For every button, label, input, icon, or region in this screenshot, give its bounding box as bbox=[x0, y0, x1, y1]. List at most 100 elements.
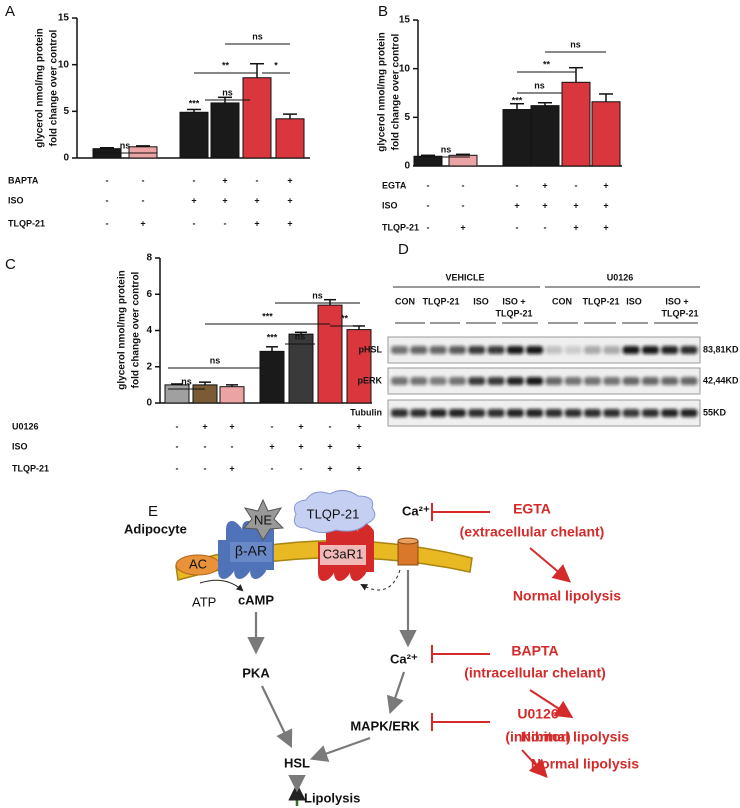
calcium-label: Ca²⁺ bbox=[402, 503, 430, 518]
inhibitor-note: (inhibitor) bbox=[505, 729, 570, 745]
y-axis-label: fold change over control bbox=[131, 271, 142, 388]
significance-label: ** bbox=[341, 313, 349, 323]
significance-label: ns bbox=[570, 39, 581, 49]
condition-label: EGTA bbox=[382, 180, 407, 190]
calcium-channel bbox=[397, 540, 419, 566]
condition-sign: - bbox=[516, 222, 519, 232]
tlqp21-label: TLQP-21 bbox=[307, 506, 360, 521]
blot-band bbox=[468, 346, 486, 354]
y-tick-label: 10 bbox=[58, 59, 70, 70]
condition-sign: - bbox=[544, 222, 547, 232]
atp-arrow bbox=[199, 579, 244, 592]
blot-band bbox=[391, 346, 408, 354]
inhibitor-name: U0126 bbox=[517, 706, 558, 722]
inhibitor-outcome: Normal lipolysis bbox=[531, 756, 639, 772]
condition-sign: + bbox=[191, 195, 196, 205]
inhibitor-note: (intracellular chelant) bbox=[464, 665, 606, 681]
condition-sign: + bbox=[327, 463, 332, 473]
condition-sign: + bbox=[298, 421, 303, 431]
significance-label: ns bbox=[534, 80, 545, 90]
blot-band bbox=[448, 377, 466, 385]
blot-band bbox=[564, 377, 582, 385]
y-tick-label: 5 bbox=[404, 112, 410, 123]
blot-band bbox=[506, 377, 524, 385]
outcome-arrow bbox=[521, 749, 548, 778]
condition-label: TLQP-21 bbox=[8, 218, 45, 228]
condition-sign: + bbox=[298, 441, 303, 451]
blot-band bbox=[584, 377, 601, 385]
outcome-arrow bbox=[529, 689, 574, 719]
mapk-label: MAPK/ERK bbox=[350, 718, 420, 733]
condition-sign: - bbox=[176, 421, 179, 431]
blot-band bbox=[661, 409, 679, 417]
size-label: 42,44KD bbox=[703, 375, 739, 385]
blot-band bbox=[526, 409, 544, 417]
condition-sign: - bbox=[575, 180, 578, 190]
lipolysis-label: Lipolysis bbox=[304, 790, 360, 805]
blot-band bbox=[584, 346, 601, 354]
lane-label: ISO bbox=[626, 296, 642, 306]
condition-sign: + bbox=[356, 463, 361, 473]
inhibitor-note: (extracellular chelant) bbox=[460, 524, 605, 540]
y-axis-label: glycerol nmol/mg protein bbox=[377, 32, 388, 151]
condition-sign: - bbox=[224, 218, 227, 228]
condition-sign: + bbox=[229, 421, 234, 431]
condition-label: BAPTA bbox=[8, 175, 39, 185]
pathway-arrow bbox=[261, 685, 293, 748]
condition-sign: - bbox=[462, 180, 465, 190]
bar bbox=[275, 118, 305, 159]
blot-band bbox=[429, 377, 447, 385]
condition-sign: + bbox=[287, 175, 292, 185]
blot-band bbox=[391, 409, 408, 417]
blot-band bbox=[391, 377, 408, 385]
condition-sign: - bbox=[193, 175, 196, 185]
condition-sign: - bbox=[427, 200, 430, 210]
y-axis-label: fold change over control bbox=[391, 33, 402, 150]
y-axis-label: glycerol nmol/mg protein bbox=[117, 270, 128, 389]
bar bbox=[179, 111, 209, 159]
lane-label: TLQP-21 bbox=[582, 296, 619, 306]
blot-band bbox=[487, 346, 505, 354]
bar bbox=[192, 384, 218, 404]
condition-sign: + bbox=[542, 200, 547, 210]
row-label: Tubulin bbox=[350, 407, 382, 417]
row-label: pHSL bbox=[359, 344, 383, 354]
group-label: VEHICLE bbox=[445, 272, 484, 282]
significance-label: ns bbox=[441, 144, 452, 154]
significance-label: ** bbox=[222, 60, 230, 70]
western-blot: D VEHICLE U0126 CON TLQP-21 ISO ISO + TLQP-2… bbox=[350, 241, 739, 427]
lane-label: ISO + bbox=[502, 296, 525, 306]
ne-ligand bbox=[242, 498, 285, 541]
lane-label: CON bbox=[395, 296, 415, 306]
blot-band bbox=[526, 377, 544, 385]
condition-sign: - bbox=[329, 421, 332, 431]
condition-sign: - bbox=[142, 195, 145, 205]
condition-sign: + bbox=[254, 218, 259, 228]
hsl-label: HSL bbox=[284, 755, 310, 770]
condition-sign: - bbox=[300, 463, 303, 473]
significance-label: *** bbox=[267, 332, 278, 342]
y-tick-label: 4 bbox=[146, 325, 152, 336]
condition-sign: - bbox=[106, 218, 109, 228]
blot-band bbox=[487, 409, 505, 417]
condition-sign: + bbox=[603, 180, 608, 190]
bar bbox=[317, 304, 343, 404]
row-label: pERK bbox=[358, 375, 383, 385]
inhibitor-outcome: Normal lipolysis bbox=[513, 588, 621, 604]
ne-label: NE bbox=[254, 512, 272, 527]
condition-sign: + bbox=[514, 200, 519, 210]
inhibition-bar bbox=[431, 503, 490, 521]
condition-sign: + bbox=[327, 441, 332, 451]
significance-label: *** bbox=[512, 95, 523, 105]
significance-label: ** bbox=[543, 59, 551, 69]
pka-label: PKA bbox=[242, 665, 270, 680]
lane-label: CON bbox=[552, 296, 572, 306]
condition-sign: + bbox=[269, 441, 274, 451]
tlqp21-ligand bbox=[293, 490, 376, 534]
condition-sign: - bbox=[176, 463, 179, 473]
condition-label: U0126 bbox=[12, 421, 39, 431]
condition-sign: - bbox=[462, 200, 465, 210]
blot-band bbox=[410, 346, 428, 354]
